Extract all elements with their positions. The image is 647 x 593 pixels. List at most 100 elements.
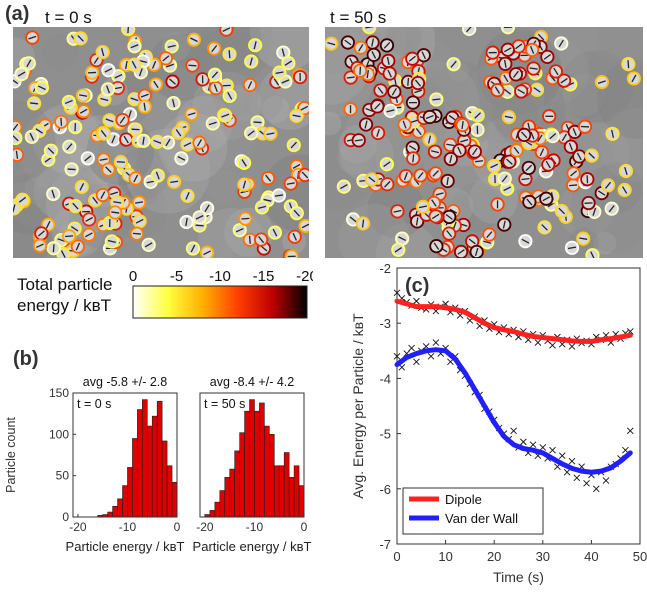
particle	[429, 239, 444, 254]
chart-c-marker	[549, 341, 556, 349]
background-texture	[593, 231, 617, 255]
particle	[365, 35, 380, 50]
hist-bar	[112, 505, 118, 518]
particle	[485, 45, 500, 60]
particle	[594, 75, 609, 90]
panel-c-label: (c)	[405, 275, 429, 297]
particle	[502, 154, 517, 169]
particle	[429, 92, 444, 107]
hist-bar	[283, 452, 290, 518]
hist-time-annotation: t = 0 s	[77, 397, 111, 411]
particle	[207, 67, 223, 82]
chart-c-xlabel: Time (s)	[493, 569, 544, 585]
particle	[585, 248, 600, 258]
particle	[281, 56, 296, 71]
particle	[73, 31, 88, 46]
particle	[351, 133, 366, 148]
hist-frame	[199, 392, 305, 518]
particle	[529, 82, 545, 97]
chart-c-line-van-der-wall	[394, 347, 633, 475]
particle	[110, 195, 125, 210]
hist-bar	[244, 410, 250, 518]
particle	[600, 178, 616, 193]
particle	[222, 88, 237, 103]
particle	[382, 66, 397, 81]
particle	[238, 211, 253, 226]
particle	[514, 84, 529, 99]
particle	[428, 166, 443, 181]
particle	[534, 145, 550, 160]
hist-bar	[264, 425, 270, 518]
chart-c-marker	[563, 468, 571, 476]
chart-c-marker	[432, 339, 440, 346]
chart-c-ytick-label: -3	[379, 316, 391, 331]
hist-bar	[273, 465, 280, 518]
particle	[287, 229, 302, 244]
particle	[297, 167, 309, 183]
particle	[405, 51, 420, 66]
particle-map-t50	[325, 27, 643, 258]
hist-bar	[234, 450, 240, 518]
hist-xtick-label: 0	[174, 520, 181, 534]
particle	[61, 229, 77, 244]
particle	[244, 126, 259, 141]
hist-xtick-label: -20	[69, 520, 87, 534]
particle	[453, 244, 469, 258]
particle	[542, 109, 557, 124]
particle-map-t0	[13, 27, 309, 258]
hist-bar	[132, 438, 138, 518]
particle	[487, 158, 502, 174]
hist-bar	[224, 477, 231, 518]
background-texture	[88, 63, 154, 129]
particle	[353, 40, 368, 55]
hist-bar	[259, 402, 265, 518]
chart-c-ytick-label: -6	[379, 482, 391, 497]
background-texture	[385, 27, 422, 56]
chart-c-ylabel: Avg. Energy per Particle / kʙT	[350, 313, 366, 499]
particle	[84, 65, 100, 80]
particle	[205, 116, 220, 131]
particle	[82, 212, 97, 227]
hist-ytick-label: 50	[56, 469, 70, 483]
colorbar: 0 -5 -10 -15 -20	[129, 268, 313, 319]
particle	[185, 58, 200, 73]
particle	[540, 49, 555, 64]
particle	[242, 77, 258, 93]
particle	[27, 96, 42, 111]
particle	[158, 51, 173, 66]
particle	[263, 126, 278, 141]
chart-c-marker	[427, 353, 435, 360]
particle	[13, 130, 23, 146]
chart-c-xtick-label: 0	[393, 549, 400, 564]
particle	[387, 84, 402, 99]
particle	[244, 54, 259, 69]
particle	[180, 137, 195, 152]
colorbar-gradient	[132, 285, 308, 319]
energy-time-chart: (c) 0 10 20 30 40 50 -7 -6 -5 -4 -3 -2 Time (s) Avg. E…	[350, 261, 647, 585]
hist-xtick-label: -20	[196, 520, 214, 534]
colorbar-tick-label: -10	[209, 268, 231, 285]
hist-bar	[229, 468, 235, 518]
hist-bar	[239, 432, 245, 518]
particle	[80, 151, 95, 166]
particle	[391, 242, 406, 257]
particle	[15, 192, 30, 207]
particle	[298, 218, 309, 234]
particle	[267, 225, 283, 240]
particle	[405, 140, 420, 155]
background-texture	[261, 95, 290, 124]
hist-bar	[278, 465, 285, 518]
particle	[293, 69, 308, 85]
panel-b-label: (b)	[13, 348, 39, 370]
particle	[192, 210, 207, 225]
chart-c-legend	[402, 487, 544, 535]
particle	[501, 109, 516, 125]
background-texture	[109, 180, 168, 239]
particle	[179, 214, 194, 230]
particle	[442, 209, 457, 225]
hist-frame	[72, 392, 178, 518]
particle	[379, 157, 394, 172]
particle	[383, 103, 398, 118]
background-texture	[206, 169, 242, 205]
particle	[180, 188, 195, 203]
